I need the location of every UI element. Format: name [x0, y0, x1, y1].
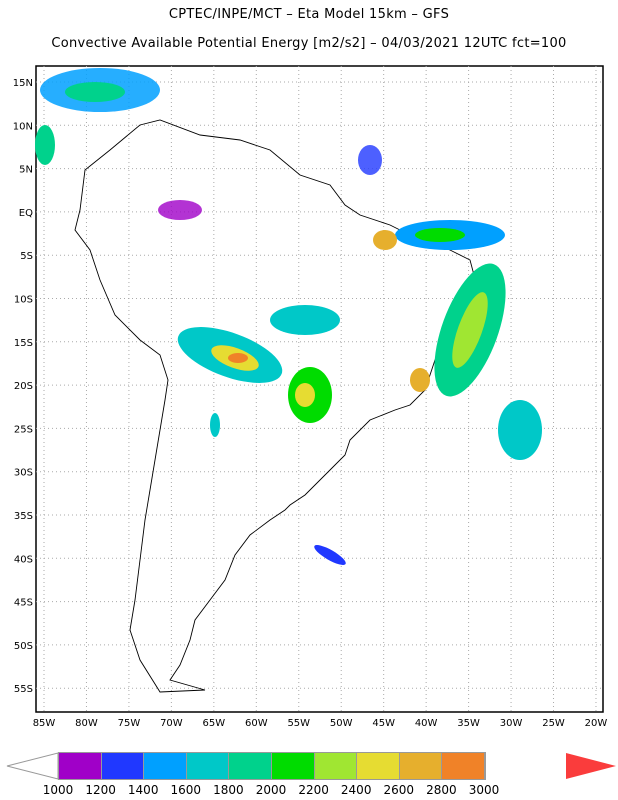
- lon-label: 40W: [415, 718, 438, 729]
- lon-label: 20W: [585, 718, 608, 729]
- south-america-coastline: [74, 119, 479, 693]
- colorbar-swatch: [229, 753, 272, 779]
- lat-label: 15S: [14, 338, 33, 349]
- colorbar-label: 2000: [255, 783, 287, 797]
- colorbar-swatch: [357, 753, 400, 779]
- lat-label: EQ: [19, 208, 33, 219]
- colorbar: [58, 752, 486, 780]
- colorbar-label: 1000: [42, 783, 74, 797]
- cape-map: 15N 10N 5N EQ 5S 10S 15S 20S 25S 30S 35S 40S 45S 50S 5…: [13, 65, 608, 729]
- lat-label: 55S: [14, 684, 33, 695]
- lat-label: 50S: [14, 641, 33, 652]
- lat-label: 35S: [14, 511, 33, 522]
- lon-label: 55W: [287, 718, 310, 729]
- colorbar-label: 2800: [426, 783, 457, 797]
- colorbar-swatch: [271, 753, 315, 779]
- cape-shading: [35, 68, 542, 565]
- colorbar-swatch: [442, 753, 485, 779]
- lat-label: 40S: [14, 554, 33, 565]
- lat-label: 5S: [20, 251, 33, 262]
- longitude-labels: 85W 80W 75W 70W 65W 60W 55W 50W 45W 40W 35W 30W 25W 2…: [33, 718, 608, 729]
- lat-label: 10S: [14, 295, 33, 306]
- lon-label: 85W: [33, 718, 56, 729]
- latitude-labels: 15N 10N 5N EQ 5S 10S 15S 20S 25S 30S 35S 40S 45S 50S 5…: [13, 78, 33, 695]
- colorbar-swatch: [59, 753, 102, 779]
- colorbar-swatch: [144, 753, 187, 779]
- title-line-2: Convective Available Potential Energy [m…: [51, 36, 567, 51]
- lat-label: 25S: [14, 424, 33, 435]
- lon-label: 75W: [118, 718, 141, 729]
- title-line-1: CPTEC/INPE/MCT – Eta Model 15km – GFS: [168, 7, 450, 22]
- lat-label: 20S: [14, 381, 33, 392]
- lat-label: 5N: [19, 165, 33, 176]
- colorbar-label: 1800: [213, 783, 244, 797]
- lon-label: 65W: [203, 718, 226, 729]
- colorbar-label: 2200: [298, 783, 329, 797]
- colorbar-label: 2400: [340, 783, 372, 797]
- colorbar-swatch: [186, 753, 230, 779]
- colorbar-label: 3000: [468, 783, 500, 797]
- lon-label: 70W: [160, 718, 183, 729]
- lon-label: 50W: [330, 718, 353, 729]
- colorbar-swatch: [399, 753, 443, 779]
- lon-label: 45W: [372, 718, 395, 729]
- colorbar-high-arrow: [566, 753, 616, 779]
- lat-label: 45S: [14, 598, 33, 609]
- gridlines: [36, 66, 603, 712]
- colorbar-label: 1600: [170, 783, 202, 797]
- lon-label: 30W: [500, 718, 523, 729]
- lat-label: 10N: [13, 121, 33, 132]
- lon-label: 60W: [245, 718, 268, 729]
- lat-label: 15N: [13, 78, 33, 89]
- colorbar-label: 1400: [127, 783, 159, 797]
- colorbar-swatch: [101, 753, 145, 779]
- lon-label: 35W: [457, 718, 480, 729]
- lon-label: 80W: [75, 718, 98, 729]
- colorbar-label: 2600: [383, 783, 415, 797]
- lat-label: 30S: [14, 468, 33, 479]
- colorbar-label: 1200: [85, 783, 116, 797]
- colorbar-swatch: [314, 753, 358, 779]
- lon-label: 25W: [542, 718, 565, 729]
- colorbar-low-arrow: [6, 752, 59, 780]
